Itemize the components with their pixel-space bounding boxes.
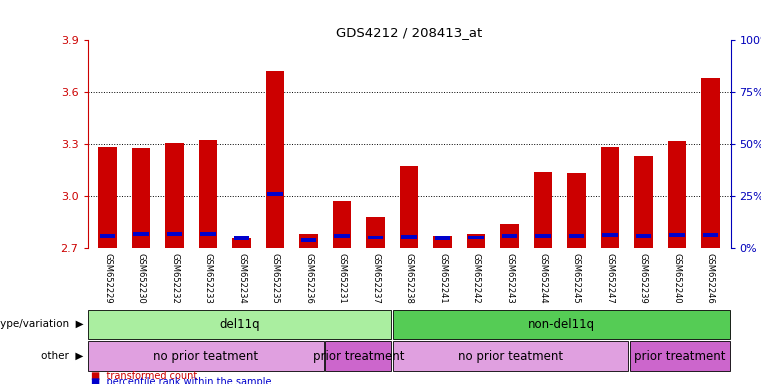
Text: prior treatment: prior treatment bbox=[634, 350, 725, 362]
Bar bbox=[234, 236, 250, 240]
Bar bbox=[435, 236, 451, 240]
Bar bbox=[299, 234, 318, 248]
Text: GSM652234: GSM652234 bbox=[237, 253, 246, 303]
Text: no prior teatment: no prior teatment bbox=[154, 350, 259, 362]
Bar bbox=[533, 172, 552, 248]
Text: genotype/variation  ▶: genotype/variation ▶ bbox=[0, 319, 84, 329]
Text: prior treatment: prior treatment bbox=[313, 350, 404, 362]
Text: GSM652236: GSM652236 bbox=[304, 253, 313, 303]
Bar bbox=[634, 156, 653, 248]
Bar bbox=[567, 172, 586, 248]
Bar bbox=[393, 341, 629, 371]
Bar bbox=[167, 232, 183, 236]
Text: other  ▶: other ▶ bbox=[41, 351, 84, 361]
Bar bbox=[629, 341, 730, 371]
Bar bbox=[132, 148, 151, 248]
Bar bbox=[368, 235, 384, 239]
Text: GSM652229: GSM652229 bbox=[103, 253, 112, 303]
Bar bbox=[468, 235, 484, 239]
Text: GSM652239: GSM652239 bbox=[639, 253, 648, 303]
Bar bbox=[568, 234, 584, 238]
Bar bbox=[635, 234, 651, 238]
Text: GSM652241: GSM652241 bbox=[438, 253, 447, 303]
Bar bbox=[334, 234, 350, 238]
Bar bbox=[393, 310, 730, 339]
Bar bbox=[535, 234, 551, 238]
Text: GSM652244: GSM652244 bbox=[539, 253, 547, 303]
Text: GSM652240: GSM652240 bbox=[673, 253, 681, 303]
Text: GSM652245: GSM652245 bbox=[572, 253, 581, 303]
Bar bbox=[100, 234, 116, 238]
Bar bbox=[88, 310, 391, 339]
Text: ■  percentile rank within the sample: ■ percentile rank within the sample bbox=[91, 377, 272, 384]
Text: GSM652238: GSM652238 bbox=[405, 253, 413, 303]
Bar bbox=[667, 141, 686, 248]
Bar bbox=[366, 217, 385, 248]
Bar bbox=[232, 238, 251, 248]
Bar bbox=[400, 167, 419, 248]
Bar bbox=[98, 147, 117, 248]
Text: GSM652235: GSM652235 bbox=[271, 253, 279, 303]
Bar bbox=[333, 201, 352, 248]
Bar bbox=[200, 232, 216, 236]
Text: GSM652243: GSM652243 bbox=[505, 253, 514, 303]
Bar bbox=[133, 232, 149, 236]
Text: GSM652247: GSM652247 bbox=[606, 253, 614, 303]
Text: GSM652242: GSM652242 bbox=[472, 253, 480, 303]
Bar bbox=[301, 238, 317, 242]
Text: GSM652232: GSM652232 bbox=[170, 253, 179, 303]
Text: GSM652237: GSM652237 bbox=[371, 253, 380, 303]
Bar bbox=[600, 147, 619, 248]
Bar bbox=[401, 235, 417, 239]
Bar bbox=[267, 192, 283, 196]
Bar bbox=[325, 341, 391, 371]
Text: GSM652246: GSM652246 bbox=[706, 253, 715, 303]
Text: no prior teatment: no prior teatment bbox=[458, 350, 563, 362]
Text: non-del11q: non-del11q bbox=[528, 318, 595, 331]
Text: GSM652231: GSM652231 bbox=[338, 253, 346, 303]
Bar bbox=[165, 143, 184, 248]
Text: GSM652230: GSM652230 bbox=[137, 253, 145, 303]
Bar bbox=[500, 224, 519, 248]
Bar bbox=[702, 233, 718, 237]
Bar bbox=[501, 234, 517, 238]
Title: GDS4212 / 208413_at: GDS4212 / 208413_at bbox=[336, 26, 482, 39]
Bar bbox=[199, 140, 218, 248]
Bar bbox=[266, 71, 285, 248]
Text: ■  transformed count: ■ transformed count bbox=[91, 371, 198, 381]
Bar bbox=[433, 236, 452, 248]
Bar bbox=[602, 233, 618, 237]
Text: GSM652233: GSM652233 bbox=[204, 253, 212, 303]
Bar bbox=[88, 341, 323, 371]
Bar bbox=[466, 234, 486, 248]
Text: del11q: del11q bbox=[219, 318, 260, 331]
Bar bbox=[669, 233, 685, 237]
Bar bbox=[701, 78, 720, 248]
